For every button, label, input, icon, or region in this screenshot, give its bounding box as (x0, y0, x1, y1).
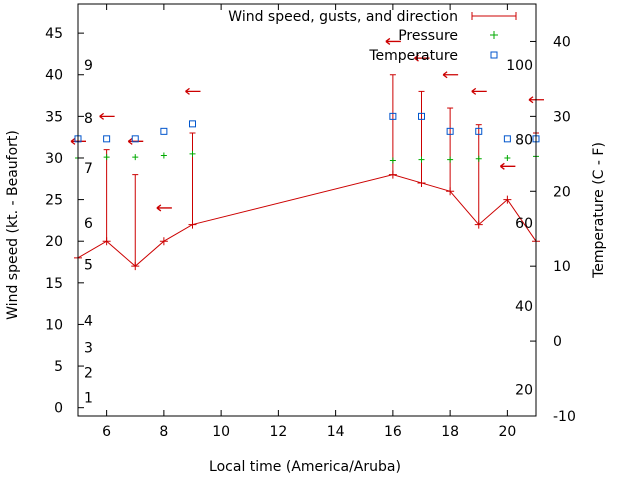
y-tick-label: 25 (45, 193, 63, 209)
beaufort-label: 8 (84, 111, 93, 127)
wind-speed-line (77, 174, 537, 267)
plot-area (70, 37, 544, 271)
y2-tick-label: -10 (553, 409, 576, 425)
beaufort-label: 4 (84, 313, 93, 329)
y2-tick-label: 0 (553, 334, 562, 350)
fahrenheit-label: 60 (515, 216, 533, 232)
legend-label-pressure: Pressure (398, 28, 458, 44)
temperature-point (446, 127, 454, 135)
pressure-point (132, 154, 139, 161)
x-tick-label: 10 (212, 424, 230, 440)
wind-direction-arrow (156, 204, 172, 212)
wind-point (417, 178, 426, 187)
y-tick-label: 40 (45, 68, 63, 84)
y-axis-title: Wind speed (kt. - Beaufort) (5, 130, 21, 320)
legend: Wind speed, gusts, and direction Pressur… (228, 9, 517, 64)
x-tick-label: 8 (159, 424, 168, 440)
pressure-point (189, 150, 196, 157)
y2-tick-label: 30 (553, 109, 571, 125)
y-tick-label: 15 (45, 276, 63, 292)
beaufort-label: 3 (84, 341, 93, 357)
temperature-point (389, 112, 397, 120)
x-axis-title: Local time (America/Aruba) (209, 459, 401, 475)
legend-label-wind: Wind speed, gusts, and direction (228, 9, 458, 25)
temperature-point (503, 135, 511, 143)
y-tick-label: 30 (45, 151, 63, 167)
x-tick-label: 14 (327, 424, 345, 440)
fahrenheit-label: 80 (515, 133, 533, 149)
wind-point (388, 170, 397, 179)
y-tick-label: 5 (54, 359, 63, 375)
pressure-point (418, 156, 425, 163)
pressure-point (447, 156, 454, 163)
beaufort-label: 2 (84, 366, 93, 382)
x-tick-label: 12 (269, 424, 287, 440)
temperature-point (418, 112, 425, 120)
wind-point (131, 262, 140, 271)
y2-tick-label: 40 (553, 34, 571, 50)
wind-direction-arrow (414, 54, 430, 62)
pressure-point (475, 155, 482, 162)
wind-point (446, 187, 455, 196)
x-tick-label: 16 (384, 424, 402, 440)
beaufort-label: 7 (84, 161, 93, 177)
y-tick-label: 45 (45, 26, 63, 42)
x-tick-label: 18 (441, 424, 459, 440)
wind-point (102, 237, 111, 246)
wind-direction-arrow (471, 87, 487, 95)
legend-sample-temperature (490, 51, 498, 59)
legend-sample-pressure (490, 31, 498, 39)
pressure-point (160, 152, 167, 159)
wind-direction-arrow (442, 71, 459, 79)
wind-point (474, 220, 483, 229)
wind-direction-arrow (127, 137, 144, 145)
plot-frame (77, 3, 537, 417)
fahrenheit-label: 100 (506, 58, 533, 74)
y-tick-label: 10 (45, 317, 63, 333)
pressure-point (103, 154, 110, 161)
temperature-point (475, 127, 483, 135)
y-tick-label: 35 (45, 109, 63, 125)
wind-point (503, 195, 512, 204)
wind-direction-arrow (499, 162, 516, 170)
axes: 6 8 10 12 14 16 18 20051015202530354045-1001020… (45, 3, 576, 440)
y-tick-label: 0 (54, 401, 63, 417)
wind-point (188, 220, 197, 229)
wind-direction-arrow (99, 112, 115, 120)
wind-direction-arrow (385, 37, 401, 45)
wind-point (159, 237, 168, 246)
temperature-point (131, 135, 139, 143)
wind-direction-arrow (185, 87, 201, 95)
legend-label-temperature: Temperature (368, 48, 458, 64)
y-tick-label: 20 (45, 234, 63, 250)
y2-tick-label: 10 (553, 259, 571, 275)
x-tick-label: 6 (102, 424, 111, 440)
temperature-point (103, 135, 111, 143)
fahrenheit-label: 20 (515, 382, 533, 398)
pressure-point (389, 157, 396, 164)
y2-axis-title: Temperature (C - F) (591, 142, 607, 279)
pressure-point (504, 154, 511, 161)
beaufort-label: 1 (84, 391, 93, 407)
temperature-point (160, 127, 168, 135)
beaufort-label: 9 (84, 58, 93, 74)
beaufort-label: 5 (84, 258, 93, 274)
x-tick-label: 20 (498, 424, 516, 440)
beaufort-label: 6 (84, 216, 93, 232)
fahrenheit-label: 40 (515, 299, 533, 315)
temperature-point (189, 120, 196, 128)
y2-tick-label: 20 (553, 184, 571, 200)
